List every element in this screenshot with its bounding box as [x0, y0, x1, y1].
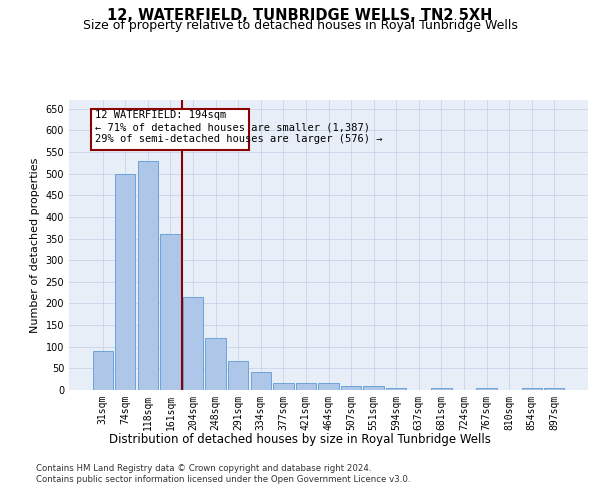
Bar [296, 382, 316, 390]
Text: 12, WATERFIELD, TUNBRIDGE WELLS, TN2 5XH: 12, WATERFIELD, TUNBRIDGE WELLS, TN2 5XH [107, 8, 493, 22]
Text: ← 71% of detached houses are smaller (1,387): ← 71% of detached houses are smaller (1,… [95, 122, 370, 132]
Text: Contains HM Land Registry data © Crown copyright and database right 2024.: Contains HM Land Registry data © Crown c… [36, 464, 371, 473]
Bar [341, 386, 361, 390]
Bar [183, 297, 203, 390]
Bar [160, 234, 181, 390]
Bar [319, 382, 338, 390]
Bar [115, 174, 136, 390]
Bar [386, 388, 406, 390]
Text: 12 WATERFIELD: 194sqm: 12 WATERFIELD: 194sqm [95, 110, 226, 120]
Text: Contains public sector information licensed under the Open Government Licence v3: Contains public sector information licen… [36, 475, 410, 484]
Bar [138, 160, 158, 390]
Bar [92, 351, 113, 390]
Text: 29% of semi-detached houses are larger (576) →: 29% of semi-detached houses are larger (… [95, 134, 382, 144]
Bar [251, 372, 271, 390]
Text: Size of property relative to detached houses in Royal Tunbridge Wells: Size of property relative to detached ho… [83, 19, 517, 32]
Bar [521, 388, 542, 390]
Bar [273, 382, 293, 390]
Bar [364, 386, 384, 390]
Text: Distribution of detached houses by size in Royal Tunbridge Wells: Distribution of detached houses by size … [109, 432, 491, 446]
Bar [544, 388, 565, 390]
Bar [228, 361, 248, 390]
Y-axis label: Number of detached properties: Number of detached properties [30, 158, 40, 332]
Bar [205, 338, 226, 390]
FancyBboxPatch shape [91, 108, 250, 150]
Bar [431, 388, 452, 390]
Bar [476, 388, 497, 390]
